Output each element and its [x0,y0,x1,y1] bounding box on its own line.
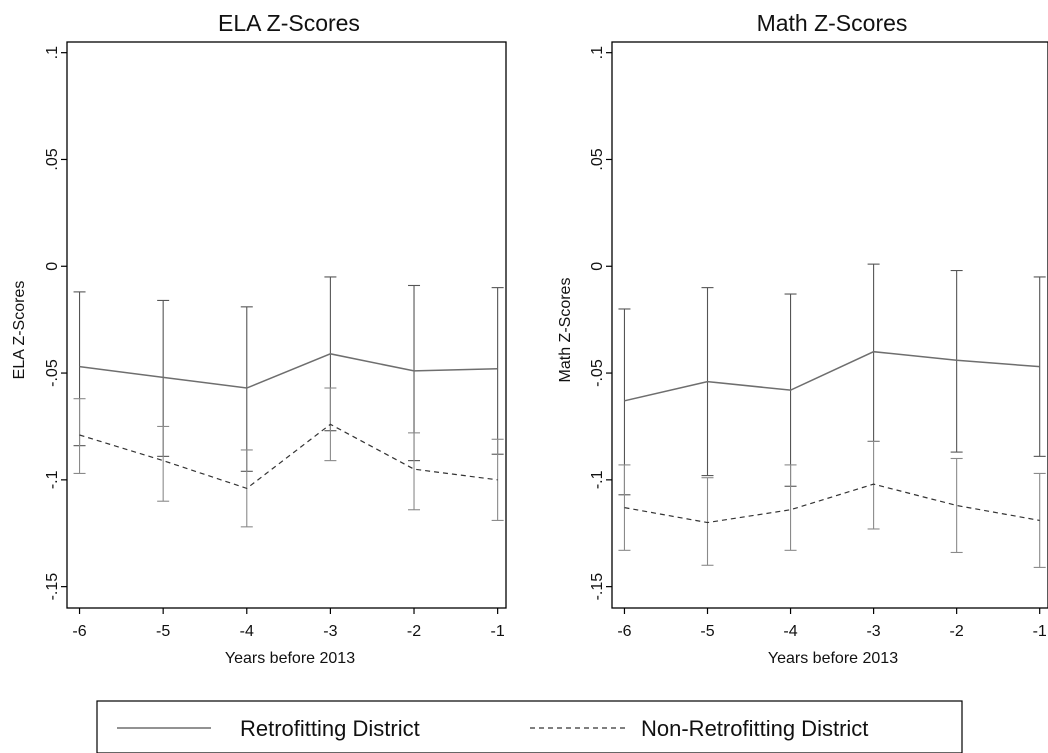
ela-chart-title: ELA Z-Scores [218,10,360,36]
ela-non-retrofitting-error-bar [408,432,421,511]
ela-non-retrofitting-error-bar [73,398,86,474]
math-y-tick-label: -.05 [589,359,606,387]
math-non-retrofitting-error-bar [867,440,880,530]
math-retrofitting-error-bar [950,269,963,453]
ela-x-tick-label: -2 [407,623,421,640]
math-x-tick-label: -6 [617,623,631,640]
ela-retrofitting-error-bar [491,287,504,455]
ela-y-tick-label: 0 [44,262,61,271]
math-x-tick-label: -2 [950,623,964,640]
ela-panel: ELA Z-Scores ELA Z-Scores Years before 2… [11,10,507,667]
math-retrofitting-series-line [624,350,1040,402]
math-chart-title: Math Z-Scores [757,10,908,36]
ela-retrofitting-error-bar [240,306,253,472]
math-y-tick-label: -.15 [589,573,606,601]
math-x-tick-label: -1 [1033,623,1047,640]
ela-x-tick-label: -4 [240,623,254,640]
math-x-axis-label: Years before 2013 [768,650,898,667]
ela-y-tick-label: .05 [44,148,61,170]
math-y-tick-label: .1 [589,46,606,59]
legend-label-retrofitting: Retrofitting District [240,716,420,741]
ela-y-axis-label: ELA Z-Scores [11,281,28,380]
ela-plot-area [66,41,507,609]
ela-y-tick-label: -.1 [44,470,61,489]
ela-retrofitting-series-line [79,353,498,389]
math-y-axis-label: Math Z-Scores [557,278,574,383]
ela-x-tick-label: -5 [156,623,170,640]
math-x-tick-label: -4 [783,623,797,640]
legend-box [96,700,963,753]
ela-y-tick-label: .1 [44,46,61,59]
legend-label-non-retrofitting: Non-Retrofitting District [641,716,868,741]
ela-y-tick-label: -.05 [44,359,61,387]
math-non-retrofitting-error-bar [784,464,797,551]
math-non-retrofitting-error-bar [950,457,963,554]
math-y-tick-label: .05 [589,148,606,170]
math-x-tick-label: -5 [700,623,714,640]
math-non-retrofitting-series-line [624,483,1040,524]
ela-non-retrofitting-series-line [79,423,498,490]
math-y-tick-label: -.1 [589,470,606,489]
math-non-retrofitting-error-bar [701,477,714,566]
math-plot-area [611,41,1048,609]
ela-x-tick-label: -1 [491,623,505,640]
legend: Retrofitting District Non-Retrofitting D… [96,700,963,753]
ela-x-tick-label: -6 [72,623,86,640]
ela-x-tick-label: -3 [323,623,337,640]
math-panel: Math Z-Scores Math Z-Scores Years before… [557,10,1048,667]
ela-non-retrofitting-error-bar [157,425,170,502]
math-y-tick-label: 0 [589,262,606,271]
ela-y-tick-label: -.15 [44,573,61,601]
ela-x-axis-label: Years before 2013 [225,650,355,667]
math-x-tick-label: -3 [866,623,880,640]
